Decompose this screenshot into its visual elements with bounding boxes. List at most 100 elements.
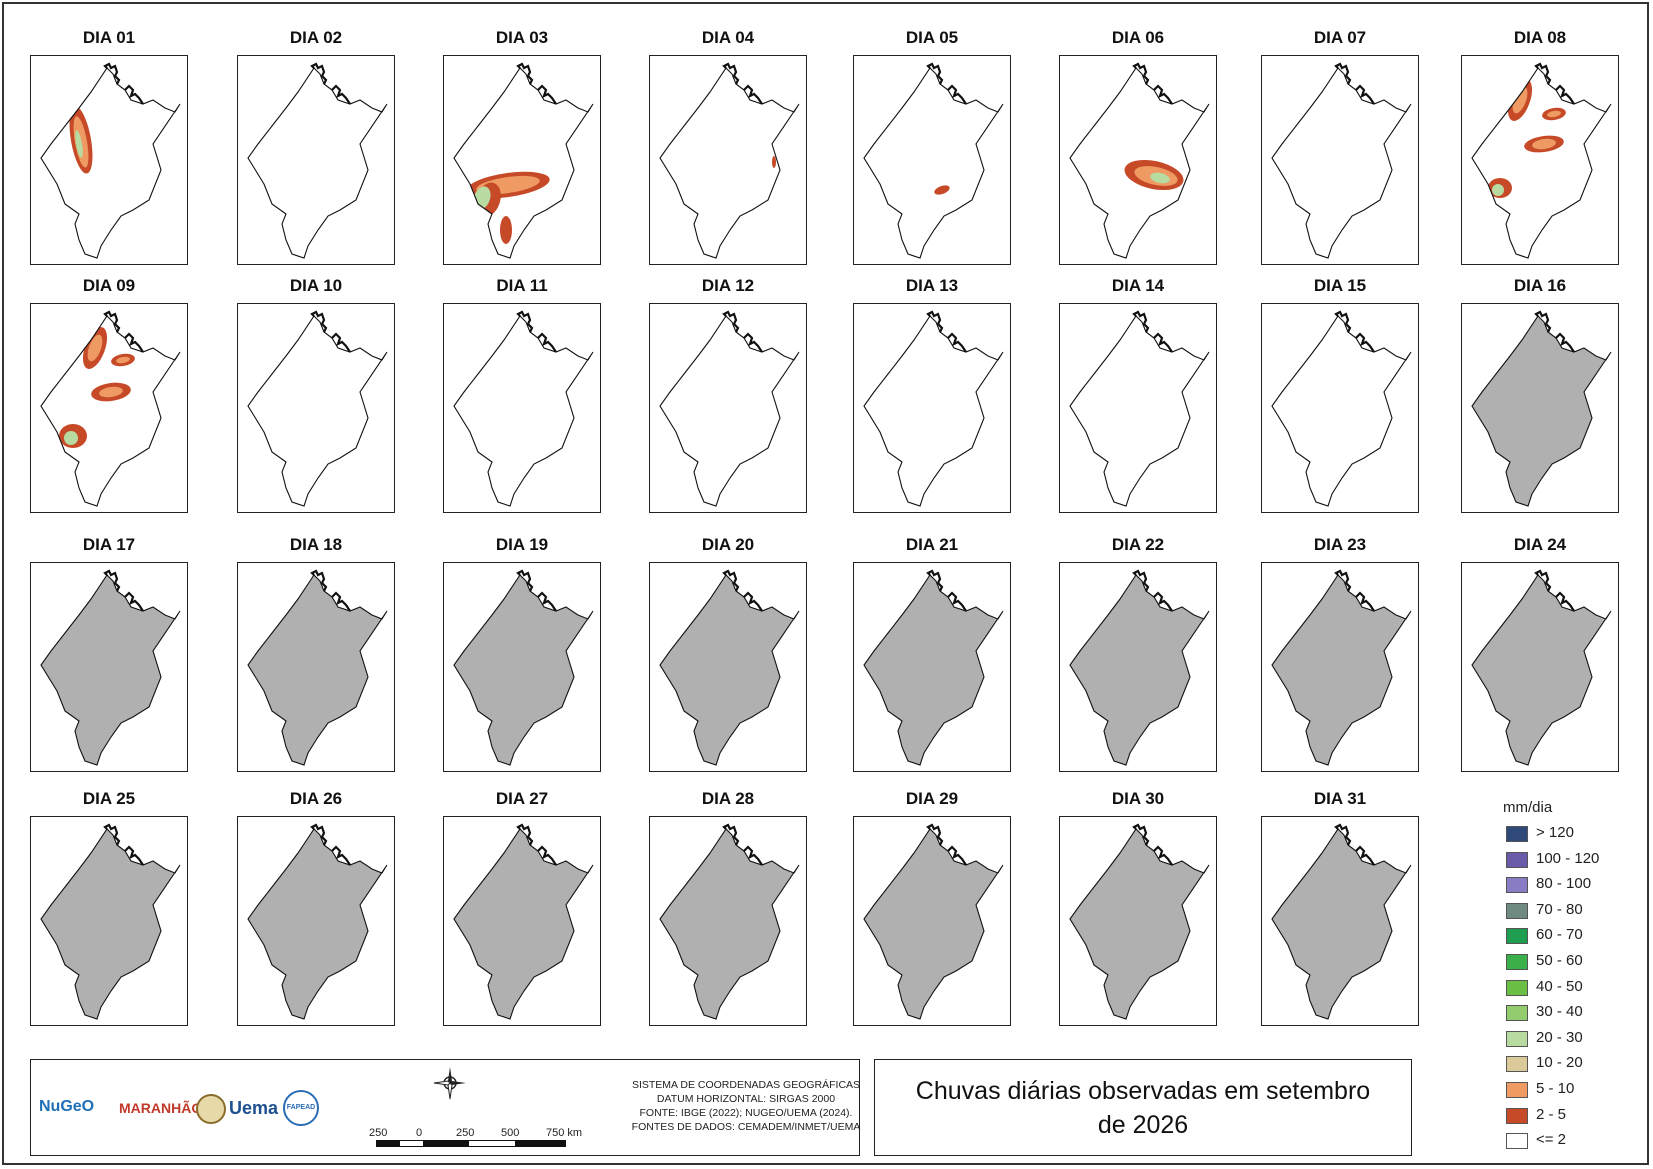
coastline xyxy=(516,823,557,866)
datum-line: DATUM HORIZONTAL: SIRGAS 2000 xyxy=(656,1093,836,1105)
state-border xyxy=(453,67,594,259)
panel-title: DIA 08 xyxy=(1513,28,1567,47)
day-map-panel xyxy=(649,55,807,265)
panel-title: DIA 16 xyxy=(1513,276,1567,295)
panel-title: DIA 09 xyxy=(82,276,136,295)
rain-area xyxy=(1512,86,1528,114)
state-border xyxy=(247,315,388,507)
coastline xyxy=(722,569,763,612)
day-map-panel xyxy=(237,55,395,265)
state-outline xyxy=(1472,575,1611,765)
state-outline xyxy=(1472,68,1611,258)
state-outline xyxy=(1472,316,1611,506)
state-border xyxy=(659,67,800,259)
coastline xyxy=(1334,569,1375,612)
state-map xyxy=(863,569,1004,766)
rain-area xyxy=(1150,172,1170,184)
legend-label: 30 - 40 xyxy=(1536,1003,1583,1021)
state-outline xyxy=(864,316,1003,506)
day-map-panel xyxy=(1261,562,1419,772)
scale-label: 250 xyxy=(369,1127,388,1139)
legend-swatch xyxy=(1506,1082,1528,1098)
panel-title: DIA 06 xyxy=(1111,28,1165,47)
state-outline xyxy=(864,829,1003,1019)
state-border xyxy=(453,828,594,1020)
panel-title: DIA 15 xyxy=(1313,276,1367,295)
day-map-panel xyxy=(237,303,395,513)
state-map xyxy=(1069,569,1210,766)
map-title: Chuvas diárias observadas em setembro de… xyxy=(915,1076,1371,1139)
state-outline xyxy=(660,316,799,506)
legend-label: > 120 xyxy=(1536,824,1574,841)
state-border xyxy=(1271,828,1412,1020)
coastline xyxy=(103,62,144,105)
coastline xyxy=(310,823,351,866)
legend-label: 40 - 50 xyxy=(1536,977,1583,995)
coastline xyxy=(1334,310,1375,353)
coastline xyxy=(722,823,763,866)
state-outline xyxy=(864,575,1003,765)
legend-swatch xyxy=(1506,979,1528,996)
coastline xyxy=(926,823,967,866)
logo-fapead: FAPEAD xyxy=(283,1090,319,1126)
state-border xyxy=(453,574,594,766)
state-map xyxy=(1069,62,1210,259)
state-map xyxy=(247,62,388,259)
rain-area xyxy=(75,130,83,158)
coastline xyxy=(1334,62,1375,105)
state-map xyxy=(1069,310,1210,507)
state-outline xyxy=(41,575,180,765)
state-border xyxy=(453,315,594,507)
rain-area xyxy=(772,156,776,168)
day-map-panel xyxy=(1059,562,1217,772)
coastline xyxy=(1132,310,1173,353)
coastline xyxy=(1534,310,1575,353)
coastline xyxy=(1334,823,1375,866)
state-outline xyxy=(864,68,1003,258)
day-map-panel xyxy=(30,55,188,265)
state-map xyxy=(659,569,800,766)
state-map xyxy=(1271,310,1412,507)
state-map xyxy=(247,569,388,766)
legend-label: <= 2 xyxy=(1536,1131,1567,1149)
day-map-panel xyxy=(853,55,1011,265)
rain-area xyxy=(1492,184,1504,196)
coastline xyxy=(1132,823,1173,866)
state-border xyxy=(247,67,388,259)
panel-title: DIA 23 xyxy=(1313,535,1367,554)
north-arrow-icon xyxy=(433,1067,466,1100)
day-map-panel xyxy=(1059,816,1217,1026)
state-outline xyxy=(1272,316,1411,506)
rain-area xyxy=(87,334,103,362)
state-map xyxy=(1271,823,1412,1020)
state-map xyxy=(247,823,388,1020)
coastline xyxy=(516,310,557,353)
state-map xyxy=(453,569,594,766)
legend-swatch xyxy=(1506,1133,1528,1150)
rain-area xyxy=(1532,138,1556,150)
state-border xyxy=(247,828,388,1020)
coastline xyxy=(103,823,144,866)
day-map-panel xyxy=(1461,303,1619,513)
state-map xyxy=(453,62,594,259)
coastline xyxy=(310,62,351,105)
day-map-panel xyxy=(30,562,188,772)
day-map-panel xyxy=(853,562,1011,772)
legend-swatch xyxy=(1506,1005,1528,1022)
panel-title: DIA 01 xyxy=(82,28,136,47)
panel-title: DIA 03 xyxy=(495,28,549,47)
state-border xyxy=(40,828,181,1020)
day-map-panel xyxy=(443,303,601,513)
coastline xyxy=(310,310,351,353)
day-map-panel xyxy=(1461,55,1619,265)
crs-line: SISTEMA DE COORDENADAS GEOGRÁFICAS xyxy=(631,1079,861,1091)
panel-title: DIA 04 xyxy=(701,28,755,47)
panel-title: DIA 02 xyxy=(289,28,343,47)
day-map-panel xyxy=(649,303,807,513)
state-border xyxy=(247,574,388,766)
day-map-panel xyxy=(443,816,601,1026)
day-map-panel xyxy=(1461,562,1619,772)
day-map-panel xyxy=(1059,55,1217,265)
footer-info-box: NuGeO MARANHÃO Uema FAPEAD 250 0 250 500… xyxy=(30,1059,860,1156)
state-map xyxy=(1271,569,1412,766)
